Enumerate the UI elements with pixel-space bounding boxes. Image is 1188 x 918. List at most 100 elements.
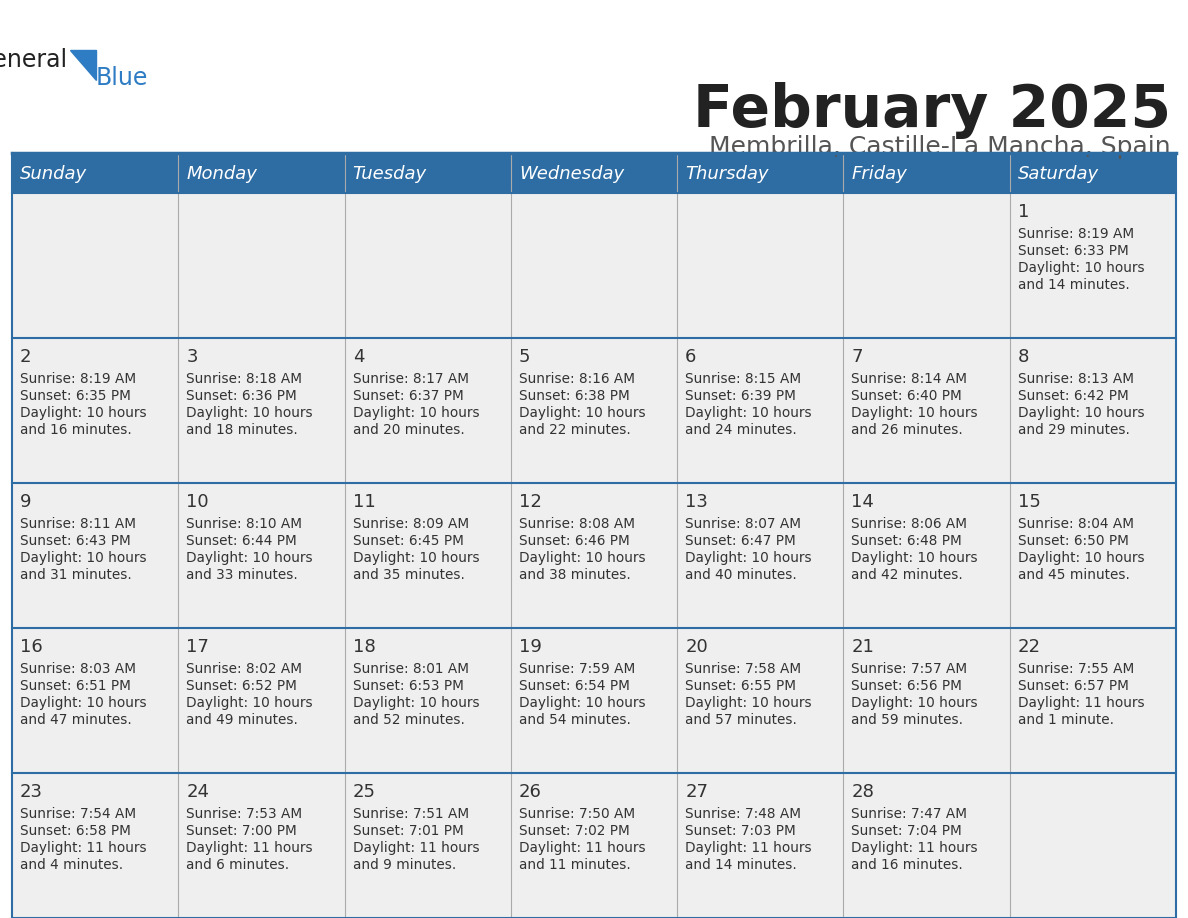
Text: Thursday: Thursday <box>685 165 769 183</box>
Text: Daylight: 10 hours: Daylight: 10 hours <box>685 696 811 710</box>
Text: Daylight: 10 hours: Daylight: 10 hours <box>852 406 978 420</box>
Text: 6: 6 <box>685 348 696 366</box>
Text: 12: 12 <box>519 493 542 511</box>
Text: Sunrise: 7:47 AM: Sunrise: 7:47 AM <box>852 807 967 821</box>
Text: Daylight: 10 hours: Daylight: 10 hours <box>1018 406 1144 420</box>
Text: and 35 minutes.: and 35 minutes. <box>353 568 465 582</box>
FancyBboxPatch shape <box>12 193 1176 338</box>
Text: Sunset: 6:58 PM: Sunset: 6:58 PM <box>20 824 131 838</box>
Text: Sunset: 6:36 PM: Sunset: 6:36 PM <box>187 389 297 403</box>
Text: 14: 14 <box>852 493 874 511</box>
Text: and 18 minutes.: and 18 minutes. <box>187 423 298 437</box>
Text: and 6 minutes.: and 6 minutes. <box>187 858 290 872</box>
Text: Daylight: 10 hours: Daylight: 10 hours <box>187 551 312 565</box>
Text: Daylight: 10 hours: Daylight: 10 hours <box>20 406 146 420</box>
Text: 19: 19 <box>519 638 542 656</box>
Text: 21: 21 <box>852 638 874 656</box>
Text: Daylight: 10 hours: Daylight: 10 hours <box>1018 261 1144 275</box>
Text: 28: 28 <box>852 783 874 801</box>
Text: Sunset: 7:00 PM: Sunset: 7:00 PM <box>187 824 297 838</box>
Text: 13: 13 <box>685 493 708 511</box>
Text: and 9 minutes.: and 9 minutes. <box>353 858 456 872</box>
Text: Blue: Blue <box>96 66 148 90</box>
Text: Daylight: 10 hours: Daylight: 10 hours <box>20 551 146 565</box>
Text: and 14 minutes.: and 14 minutes. <box>685 858 797 872</box>
Text: 26: 26 <box>519 783 542 801</box>
Text: Wednesday: Wednesday <box>519 165 624 183</box>
Text: Sunset: 6:57 PM: Sunset: 6:57 PM <box>1018 679 1129 693</box>
Text: Sunset: 6:40 PM: Sunset: 6:40 PM <box>852 389 962 403</box>
Text: Sunset: 6:54 PM: Sunset: 6:54 PM <box>519 679 630 693</box>
Text: Sunrise: 7:48 AM: Sunrise: 7:48 AM <box>685 807 801 821</box>
Text: Sunset: 6:47 PM: Sunset: 6:47 PM <box>685 534 796 548</box>
Text: Sunset: 6:43 PM: Sunset: 6:43 PM <box>20 534 131 548</box>
Text: Sunset: 6:51 PM: Sunset: 6:51 PM <box>20 679 131 693</box>
Text: Sunrise: 8:02 AM: Sunrise: 8:02 AM <box>187 662 302 676</box>
Text: Daylight: 11 hours: Daylight: 11 hours <box>852 841 978 855</box>
Text: Sunrise: 8:08 AM: Sunrise: 8:08 AM <box>519 517 634 531</box>
Text: Sunset: 6:53 PM: Sunset: 6:53 PM <box>353 679 463 693</box>
Text: and 31 minutes.: and 31 minutes. <box>20 568 132 582</box>
Text: Sunrise: 8:04 AM: Sunrise: 8:04 AM <box>1018 517 1133 531</box>
Text: Sunset: 6:42 PM: Sunset: 6:42 PM <box>1018 389 1129 403</box>
FancyBboxPatch shape <box>12 483 1176 628</box>
Text: Sunset: 6:50 PM: Sunset: 6:50 PM <box>1018 534 1129 548</box>
Text: Daylight: 11 hours: Daylight: 11 hours <box>685 841 811 855</box>
Text: and 4 minutes.: and 4 minutes. <box>20 858 124 872</box>
Text: and 22 minutes.: and 22 minutes. <box>519 423 631 437</box>
Text: Sunset: 7:04 PM: Sunset: 7:04 PM <box>852 824 962 838</box>
Text: 4: 4 <box>353 348 364 366</box>
Text: 5: 5 <box>519 348 530 366</box>
Text: Daylight: 10 hours: Daylight: 10 hours <box>187 696 312 710</box>
Text: and 38 minutes.: and 38 minutes. <box>519 568 631 582</box>
Text: Sunrise: 8:16 AM: Sunrise: 8:16 AM <box>519 372 634 386</box>
Text: Daylight: 11 hours: Daylight: 11 hours <box>20 841 146 855</box>
Text: Sunset: 6:33 PM: Sunset: 6:33 PM <box>1018 244 1129 258</box>
Text: February 2025: February 2025 <box>693 82 1171 139</box>
Text: Sunset: 6:39 PM: Sunset: 6:39 PM <box>685 389 796 403</box>
Text: Daylight: 10 hours: Daylight: 10 hours <box>20 696 146 710</box>
Text: and 52 minutes.: and 52 minutes. <box>353 713 465 727</box>
Text: Sunrise: 7:50 AM: Sunrise: 7:50 AM <box>519 807 634 821</box>
Text: General: General <box>0 48 68 72</box>
Text: Sunrise: 7:57 AM: Sunrise: 7:57 AM <box>852 662 967 676</box>
Text: 11: 11 <box>353 493 375 511</box>
Text: Daylight: 10 hours: Daylight: 10 hours <box>519 551 645 565</box>
Text: Sunset: 6:56 PM: Sunset: 6:56 PM <box>852 679 962 693</box>
Text: and 42 minutes.: and 42 minutes. <box>852 568 963 582</box>
Text: Daylight: 10 hours: Daylight: 10 hours <box>353 406 479 420</box>
Text: Daylight: 10 hours: Daylight: 10 hours <box>353 551 479 565</box>
Text: 18: 18 <box>353 638 375 656</box>
Text: Sunrise: 8:14 AM: Sunrise: 8:14 AM <box>852 372 967 386</box>
Text: 9: 9 <box>20 493 32 511</box>
Text: Sunday: Sunday <box>20 165 87 183</box>
Text: Sunset: 6:35 PM: Sunset: 6:35 PM <box>20 389 131 403</box>
Text: and 24 minutes.: and 24 minutes. <box>685 423 797 437</box>
Text: Daylight: 10 hours: Daylight: 10 hours <box>1018 551 1144 565</box>
Text: 2: 2 <box>20 348 32 366</box>
Text: Sunrise: 8:18 AM: Sunrise: 8:18 AM <box>187 372 302 386</box>
Text: Monday: Monday <box>187 165 257 183</box>
Text: Friday: Friday <box>852 165 908 183</box>
Text: Daylight: 11 hours: Daylight: 11 hours <box>519 841 645 855</box>
Text: 10: 10 <box>187 493 209 511</box>
Text: Sunrise: 8:07 AM: Sunrise: 8:07 AM <box>685 517 801 531</box>
Text: Daylight: 10 hours: Daylight: 10 hours <box>852 696 978 710</box>
Text: 7: 7 <box>852 348 862 366</box>
Text: 3: 3 <box>187 348 197 366</box>
Text: Daylight: 10 hours: Daylight: 10 hours <box>519 696 645 710</box>
Text: Sunset: 7:03 PM: Sunset: 7:03 PM <box>685 824 796 838</box>
Text: and 33 minutes.: and 33 minutes. <box>187 568 298 582</box>
Text: Sunset: 6:55 PM: Sunset: 6:55 PM <box>685 679 796 693</box>
Text: Daylight: 11 hours: Daylight: 11 hours <box>1018 696 1144 710</box>
Text: and 59 minutes.: and 59 minutes. <box>852 713 963 727</box>
Text: 17: 17 <box>187 638 209 656</box>
Text: 8: 8 <box>1018 348 1029 366</box>
Text: Sunrise: 7:54 AM: Sunrise: 7:54 AM <box>20 807 137 821</box>
Text: Tuesday: Tuesday <box>353 165 426 183</box>
Text: Daylight: 10 hours: Daylight: 10 hours <box>685 406 811 420</box>
Text: Sunset: 6:37 PM: Sunset: 6:37 PM <box>353 389 463 403</box>
Text: Sunrise: 8:10 AM: Sunrise: 8:10 AM <box>187 517 302 531</box>
Text: Sunset: 7:02 PM: Sunset: 7:02 PM <box>519 824 630 838</box>
Text: and 26 minutes.: and 26 minutes. <box>852 423 963 437</box>
